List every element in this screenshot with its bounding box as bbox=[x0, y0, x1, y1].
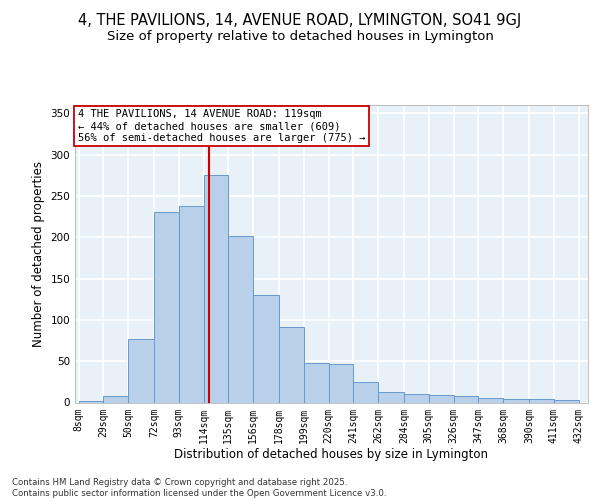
Bar bbox=[103, 396, 128, 402]
Bar bbox=[454, 396, 478, 402]
Text: Contains HM Land Registry data © Crown copyright and database right 2025.
Contai: Contains HM Land Registry data © Crown c… bbox=[12, 478, 386, 498]
Bar bbox=[503, 399, 529, 402]
Bar bbox=[378, 392, 404, 402]
Bar bbox=[154, 212, 179, 402]
Bar bbox=[554, 400, 578, 402]
Text: 4, THE PAVILIONS, 14, AVENUE ROAD, LYMINGTON, SO41 9GJ: 4, THE PAVILIONS, 14, AVENUE ROAD, LYMIN… bbox=[79, 12, 521, 28]
X-axis label: Distribution of detached houses by size in Lymington: Distribution of detached houses by size … bbox=[175, 448, 488, 461]
Bar bbox=[128, 339, 154, 402]
Bar bbox=[429, 395, 454, 402]
Bar bbox=[353, 382, 378, 402]
Bar bbox=[304, 363, 329, 403]
Bar bbox=[478, 398, 503, 402]
Bar bbox=[229, 236, 253, 402]
Text: 4 THE PAVILIONS, 14 AVENUE ROAD: 119sqm
← 44% of detached houses are smaller (60: 4 THE PAVILIONS, 14 AVENUE ROAD: 119sqm … bbox=[77, 110, 365, 142]
Text: Size of property relative to detached houses in Lymington: Size of property relative to detached ho… bbox=[107, 30, 493, 43]
Bar bbox=[279, 328, 304, 402]
Bar bbox=[79, 401, 103, 402]
Bar bbox=[203, 175, 229, 402]
Y-axis label: Number of detached properties: Number of detached properties bbox=[32, 161, 45, 347]
Bar bbox=[253, 295, 279, 403]
Bar bbox=[529, 399, 554, 402]
Bar bbox=[179, 206, 203, 402]
Bar bbox=[329, 364, 353, 403]
Bar bbox=[404, 394, 429, 402]
